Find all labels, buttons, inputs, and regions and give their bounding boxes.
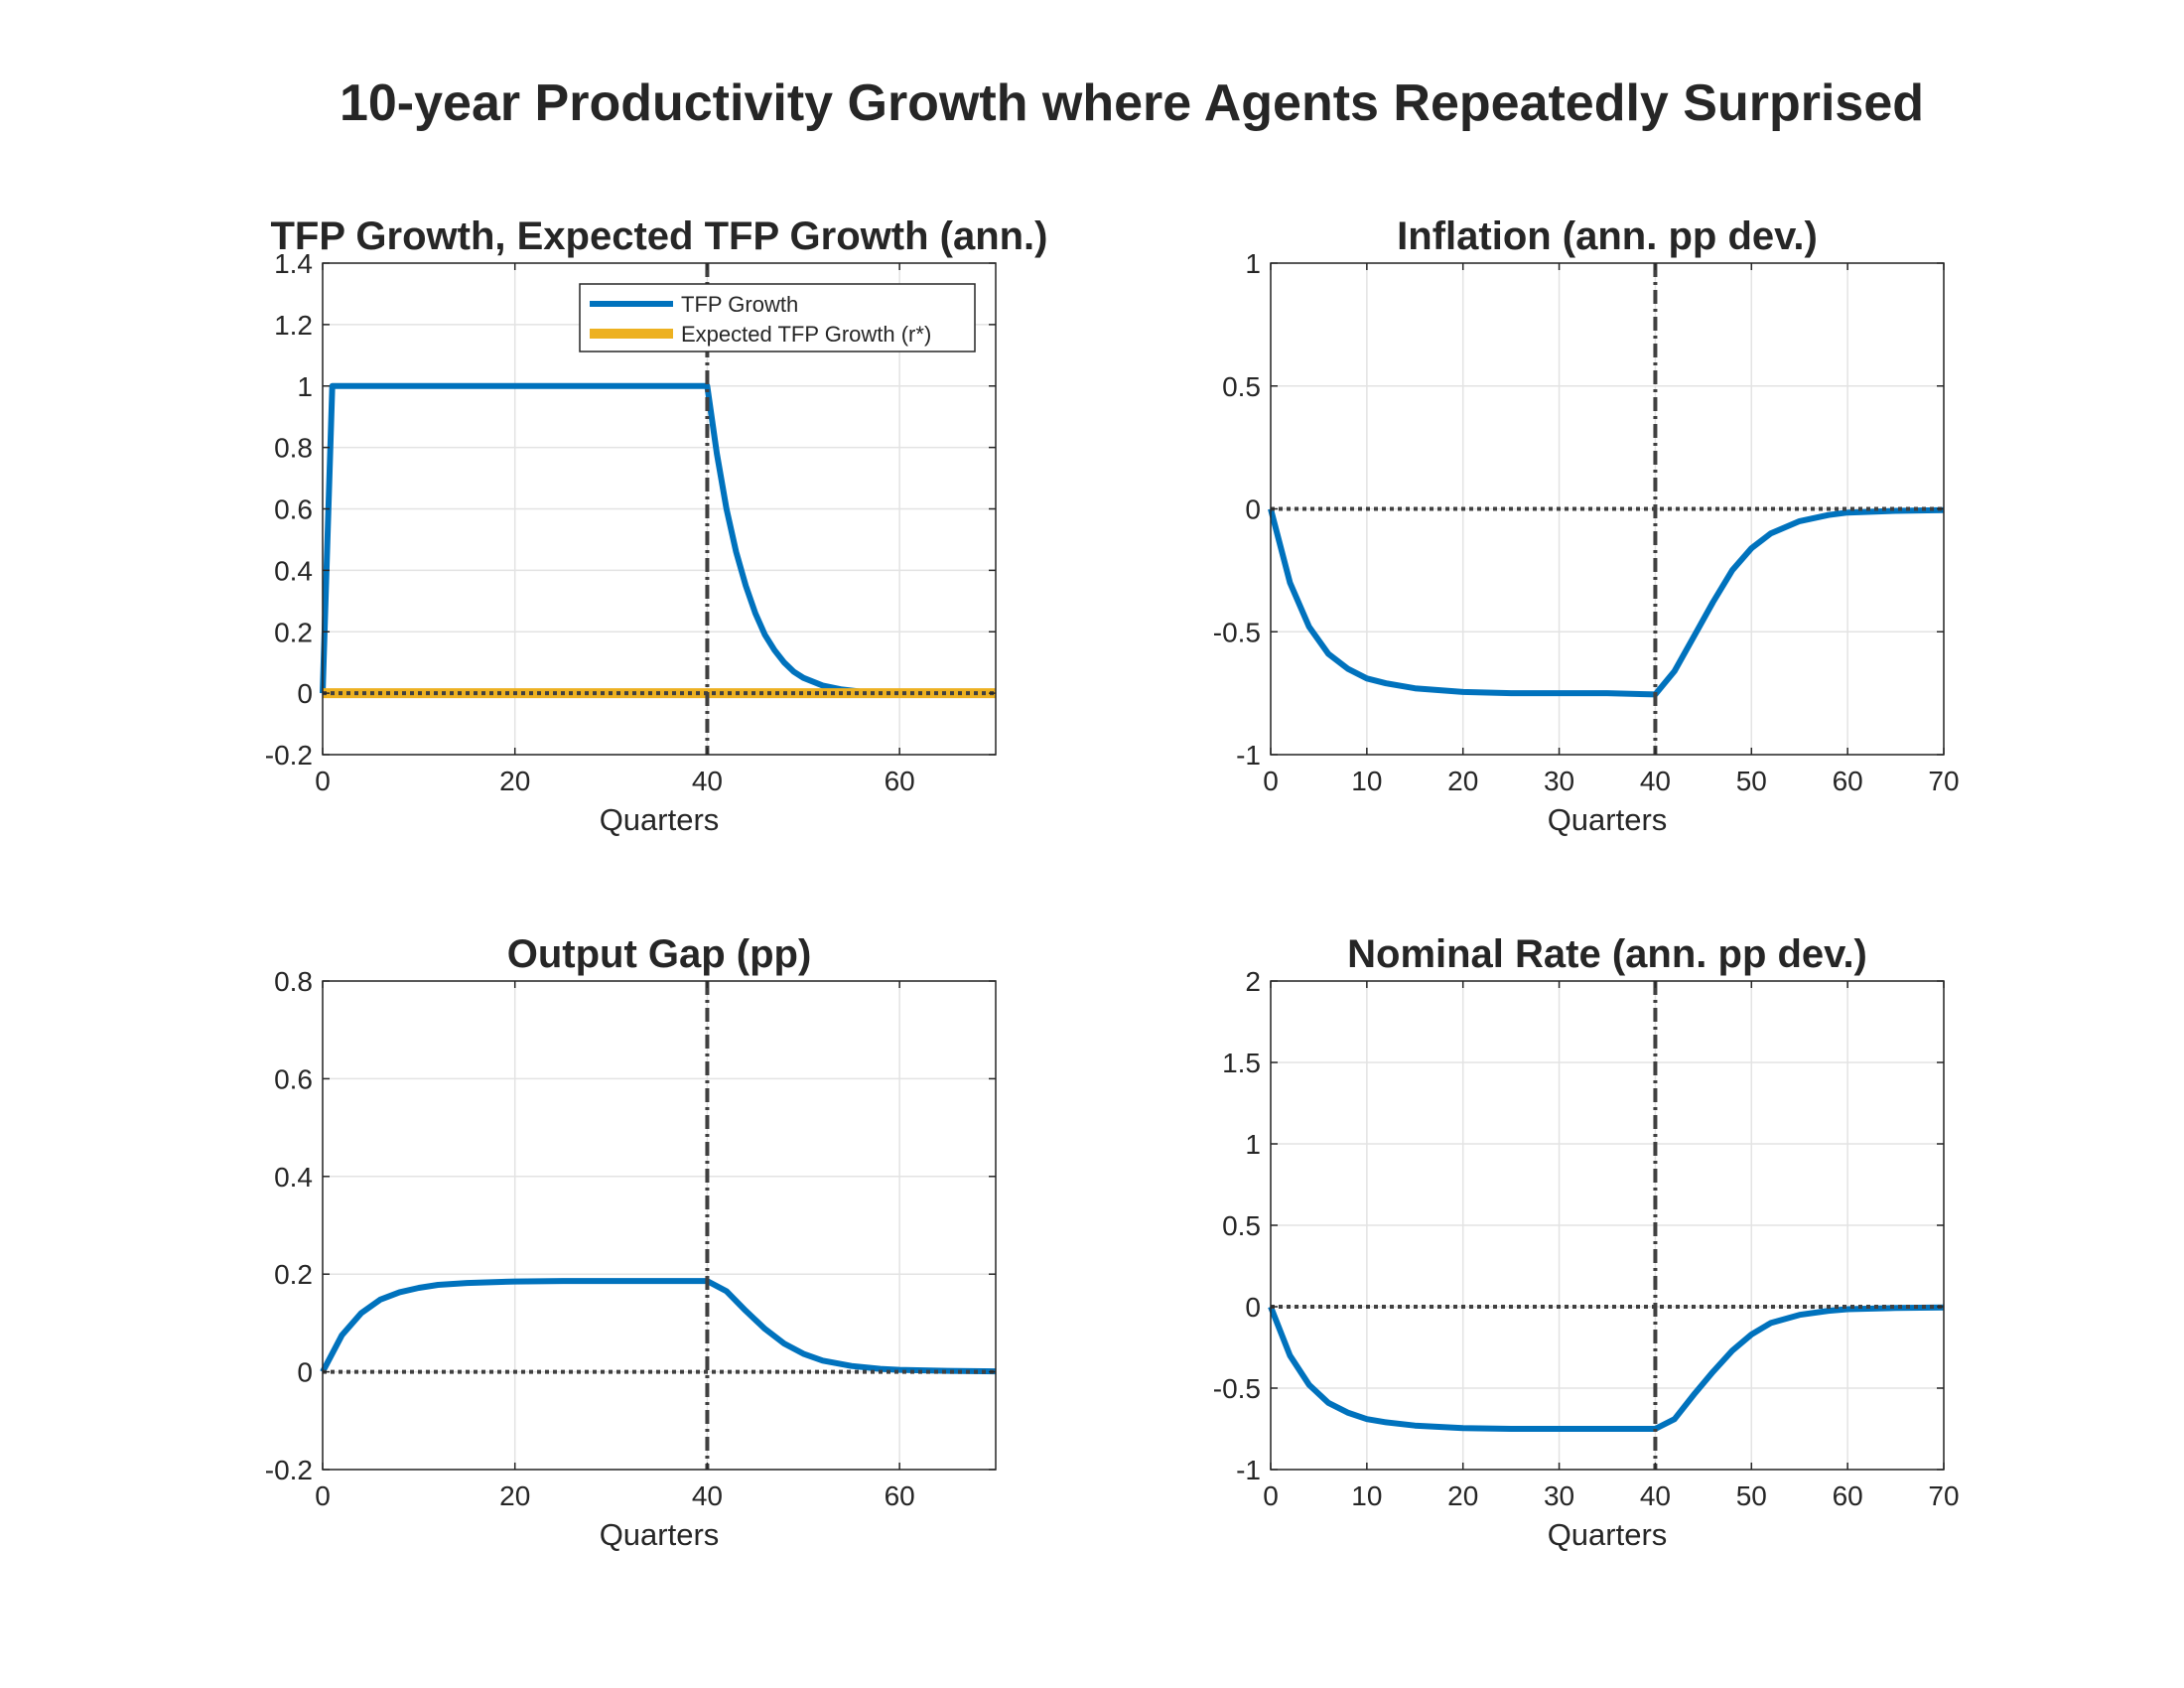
panel-nominal-rate: 0 10 20 30 40 50 60 70 -1 -0.5 0 0.5 1 1.5 2 Nominal Ra… — [1213, 932, 1960, 1552]
legend-box — [579, 283, 976, 352]
x-tick-label: 10 — [1351, 1480, 1382, 1511]
y-tick-label: 0 — [1245, 1292, 1261, 1323]
y-tick-label: 0 — [1245, 494, 1261, 525]
y-tick-label: 1 — [1245, 1129, 1261, 1160]
y-tick-label: -1 — [1236, 1455, 1261, 1485]
x-tick-label: 70 — [1928, 766, 1959, 796]
x-axis-label: Quarters — [600, 802, 720, 837]
x-tick-label: 60 — [885, 1480, 915, 1511]
y-tick-label: 0.4 — [274, 1162, 313, 1193]
y-tick-label: 0.2 — [274, 1259, 313, 1290]
y-tick-label: 1 — [297, 371, 313, 402]
x-tick-label: 30 — [1544, 1480, 1574, 1511]
x-tick-label: 10 — [1351, 766, 1382, 796]
y-tick-label: 0 — [297, 678, 313, 709]
y-tick-label: 0.6 — [274, 494, 313, 525]
figure-title: 10-year Productivity Growth where Agents… — [340, 74, 1924, 132]
x-tick-label: 40 — [1640, 1480, 1671, 1511]
x-tick-label: 60 — [885, 766, 915, 796]
y-tick-label: 2 — [1245, 966, 1261, 997]
y-tick-label: 1.5 — [1222, 1048, 1261, 1078]
chart-title: Nominal Rate (ann. pp dev.) — [1347, 932, 1867, 976]
legend-label: Expected TFP Growth (r*) — [681, 322, 931, 347]
x-axis-label: Quarters — [1548, 802, 1668, 837]
y-tick-label: 0 — [297, 1357, 313, 1388]
x-tick-label: 70 — [1928, 1480, 1959, 1511]
y-tick-label: 0.5 — [1222, 371, 1261, 402]
x-tick-label: 20 — [1447, 1480, 1478, 1511]
y-tick-label: -0.5 — [1213, 617, 1261, 647]
x-axis-label: Quarters — [1548, 1517, 1668, 1552]
y-tick-label: 0.2 — [274, 617, 313, 647]
y-tick-label: -0.2 — [265, 740, 313, 771]
y-tick-label: 0.5 — [1222, 1210, 1261, 1241]
y-tick-label: 0.8 — [274, 966, 313, 997]
legend-label: TFP Growth — [681, 292, 798, 317]
chart-title: Inflation (ann. pp dev.) — [1397, 214, 1818, 258]
y-tick-label: -1 — [1236, 740, 1261, 771]
y-tick-label: -0.2 — [265, 1455, 313, 1485]
x-tick-label: 0 — [1263, 766, 1279, 796]
y-tick-label: 0.4 — [274, 555, 313, 586]
y-tick-label: 0.8 — [274, 433, 313, 464]
x-tick-label: 60 — [1833, 1480, 1863, 1511]
chart-title: Output Gap (pp) — [507, 932, 812, 976]
y-tick-label: 1 — [1245, 248, 1261, 279]
x-tick-label: 50 — [1736, 1480, 1767, 1511]
y-tick-label: 1.2 — [274, 310, 313, 341]
legend: TFP Growth Expected TFP Growth (r*) — [579, 283, 976, 352]
x-tick-label: 0 — [315, 1480, 331, 1511]
y-tick-label: 0.6 — [274, 1063, 313, 1094]
x-tick-label: 0 — [315, 766, 331, 796]
x-tick-label: 40 — [692, 1480, 723, 1511]
x-tick-label: 0 — [1263, 1480, 1279, 1511]
x-tick-label: 50 — [1736, 766, 1767, 796]
x-tick-label: 40 — [692, 766, 723, 796]
x-tick-label: 60 — [1833, 766, 1863, 796]
x-tick-label: 20 — [499, 766, 530, 796]
x-tick-label: 20 — [1447, 766, 1478, 796]
x-tick-label: 20 — [499, 1480, 530, 1511]
y-tick-label: 1.4 — [274, 248, 313, 279]
x-tick-label: 40 — [1640, 766, 1671, 796]
x-axis-label: Quarters — [600, 1517, 720, 1552]
series-line-primary — [1268, 506, 1945, 698]
series-line-primary — [320, 1278, 997, 1375]
x-tick-label: 30 — [1544, 766, 1574, 796]
plot-area — [323, 981, 996, 1470]
y-tick-label: -0.5 — [1213, 1373, 1261, 1404]
series-line-primary — [1268, 1304, 1945, 1432]
chart-title: TFP Growth, Expected TFP Growth (ann.) — [270, 214, 1047, 258]
panel-inflation: 0 10 20 30 40 50 60 70 -1 -0.5 0 0.5 1 Inflation (ann… — [1213, 214, 1960, 837]
axes-box — [322, 980, 997, 1471]
